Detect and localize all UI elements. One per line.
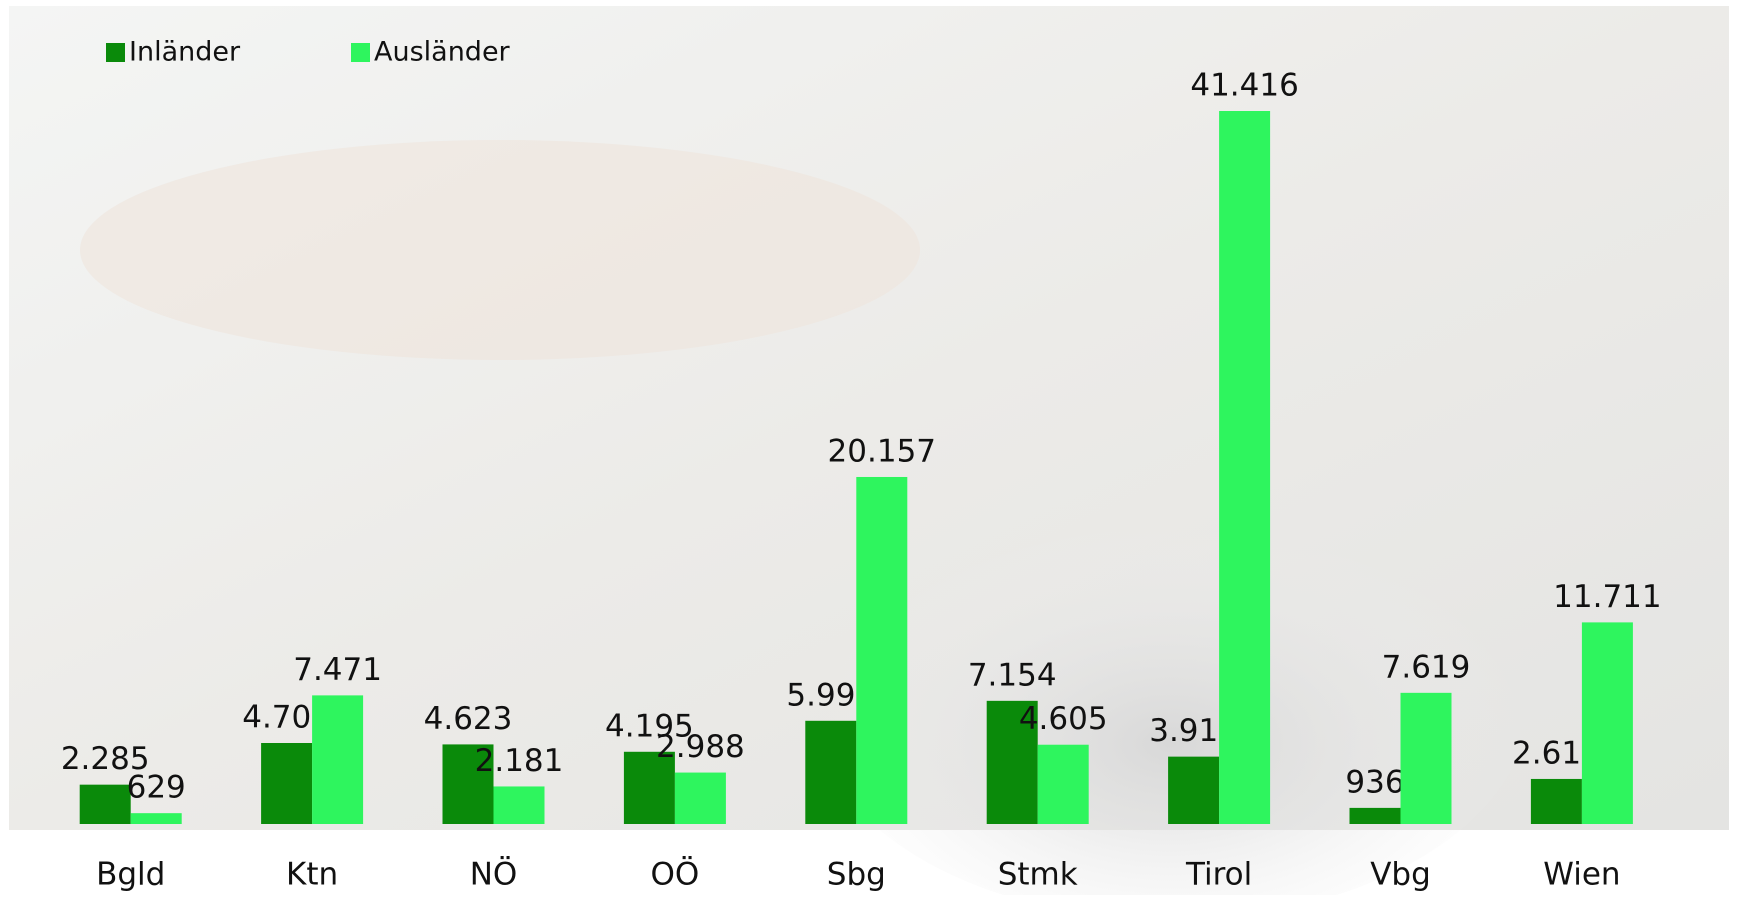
x-tick-label: Tirol — [1185, 857, 1252, 893]
bar — [1582, 622, 1633, 824]
value-label: 7.154 — [968, 657, 1057, 693]
bar — [1531, 779, 1582, 824]
bar — [1350, 808, 1401, 824]
x-tick-label: Stmk — [998, 857, 1078, 893]
bar — [1401, 693, 1452, 824]
value-label: 2.988 — [656, 729, 745, 765]
value-label: 41.416 — [1190, 68, 1298, 104]
x-tick-label: Vbg — [1370, 857, 1431, 893]
bar — [131, 813, 182, 824]
bar — [805, 721, 856, 824]
value-label: 7.471 — [293, 652, 382, 688]
x-tick-label: NÖ — [470, 856, 518, 893]
value-label: 20.157 — [828, 433, 936, 469]
chart: InländerAusländer Bgld2.285629Ktn4.7057.… — [0, 0, 1737, 895]
bar — [675, 773, 726, 824]
legend-label: Inländer — [129, 37, 241, 68]
x-tick-label: Wien — [1543, 857, 1620, 893]
x-tick-label: Bgld — [96, 857, 165, 893]
legend-swatch — [351, 43, 370, 62]
legend-label: Ausländer — [374, 37, 511, 68]
value-label: 629 — [127, 770, 186, 806]
x-tick-label: Ktn — [286, 857, 338, 893]
value-label: 7.619 — [1382, 649, 1471, 685]
value-label: 11.711 — [1553, 579, 1661, 615]
value-label: 936 — [1345, 764, 1404, 800]
bar — [494, 786, 545, 824]
bar — [1219, 111, 1270, 824]
x-tick-label: Sbg — [827, 857, 886, 893]
bar — [1038, 745, 1089, 824]
bar — [312, 695, 363, 824]
value-label: 4.623 — [424, 701, 513, 737]
bar — [856, 477, 907, 824]
bar — [261, 743, 312, 824]
hand-shade — [80, 140, 920, 360]
bar — [80, 785, 131, 824]
x-tick-label: OÖ — [650, 856, 699, 893]
legend-swatch — [106, 43, 125, 62]
bar — [1168, 757, 1219, 824]
value-label: 2.181 — [475, 743, 564, 779]
value-label: 4.605 — [1019, 701, 1108, 737]
